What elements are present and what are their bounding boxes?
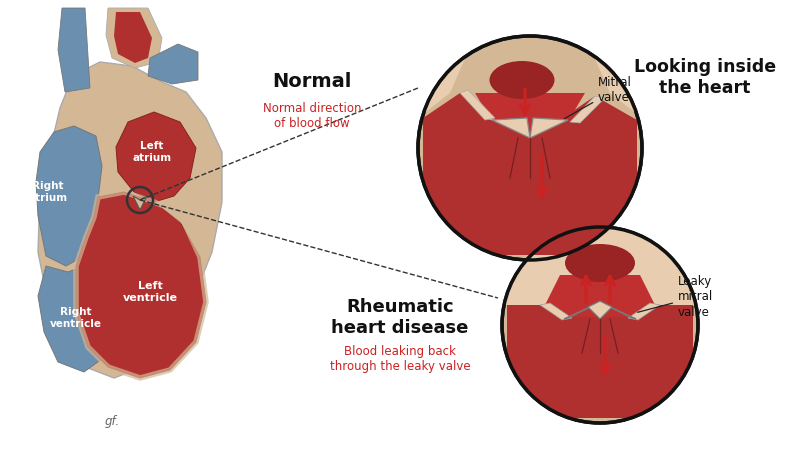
Polygon shape <box>540 303 572 320</box>
Text: Right
atrium: Right atrium <box>29 181 67 203</box>
Circle shape <box>418 36 642 260</box>
Polygon shape <box>545 275 655 317</box>
Circle shape <box>418 36 642 260</box>
Circle shape <box>418 36 642 260</box>
Circle shape <box>418 36 642 260</box>
Polygon shape <box>423 93 637 255</box>
Text: Normal direction
of blood flow: Normal direction of blood flow <box>262 102 362 130</box>
Text: Left
atrium: Left atrium <box>133 141 171 163</box>
Text: Mitral
valve: Mitral valve <box>565 76 632 119</box>
Polygon shape <box>76 192 206 378</box>
Polygon shape <box>530 118 568 138</box>
Circle shape <box>418 36 642 260</box>
Polygon shape <box>58 8 90 92</box>
Polygon shape <box>460 90 495 120</box>
Polygon shape <box>564 307 590 319</box>
Circle shape <box>502 227 698 423</box>
Circle shape <box>502 227 698 423</box>
Text: Blood leaking back
through the leaky valve: Blood leaking back through the leaky val… <box>330 345 470 373</box>
Text: Left
ventricle: Left ventricle <box>122 281 178 303</box>
Circle shape <box>502 227 698 423</box>
Circle shape <box>418 36 642 260</box>
Polygon shape <box>570 96 605 123</box>
Circle shape <box>502 227 698 423</box>
Text: Looking inside
the heart: Looking inside the heart <box>634 58 776 97</box>
Polygon shape <box>114 12 152 63</box>
Circle shape <box>502 227 698 423</box>
Circle shape <box>502 227 698 423</box>
Polygon shape <box>610 307 636 319</box>
Polygon shape <box>36 126 102 266</box>
Circle shape <box>502 227 698 423</box>
Polygon shape <box>507 305 693 418</box>
Polygon shape <box>106 8 162 68</box>
Circle shape <box>418 36 642 260</box>
Text: Normal: Normal <box>272 72 352 91</box>
Polygon shape <box>502 222 698 305</box>
Polygon shape <box>588 301 612 319</box>
Circle shape <box>502 227 698 423</box>
Circle shape <box>418 36 642 260</box>
Polygon shape <box>475 93 585 130</box>
Polygon shape <box>418 26 642 118</box>
Text: Rheumatic
heart disease: Rheumatic heart disease <box>331 298 469 337</box>
Circle shape <box>502 227 698 423</box>
Circle shape <box>502 227 698 423</box>
Polygon shape <box>492 118 530 138</box>
Circle shape <box>418 36 642 260</box>
Ellipse shape <box>565 244 635 282</box>
Circle shape <box>418 36 642 260</box>
Polygon shape <box>148 44 198 84</box>
Polygon shape <box>628 303 660 320</box>
Circle shape <box>502 227 698 423</box>
Circle shape <box>502 227 698 423</box>
Text: Leaky
mitral
valve: Leaky mitral valve <box>638 276 714 318</box>
Polygon shape <box>133 196 147 210</box>
Ellipse shape <box>490 61 554 99</box>
Polygon shape <box>116 112 196 202</box>
Circle shape <box>418 36 642 260</box>
Polygon shape <box>38 262 116 372</box>
Text: Right
ventricle: Right ventricle <box>50 307 102 329</box>
Text: gf.: gf. <box>105 415 119 429</box>
Circle shape <box>418 36 642 260</box>
Circle shape <box>502 227 698 423</box>
Polygon shape <box>38 62 222 378</box>
